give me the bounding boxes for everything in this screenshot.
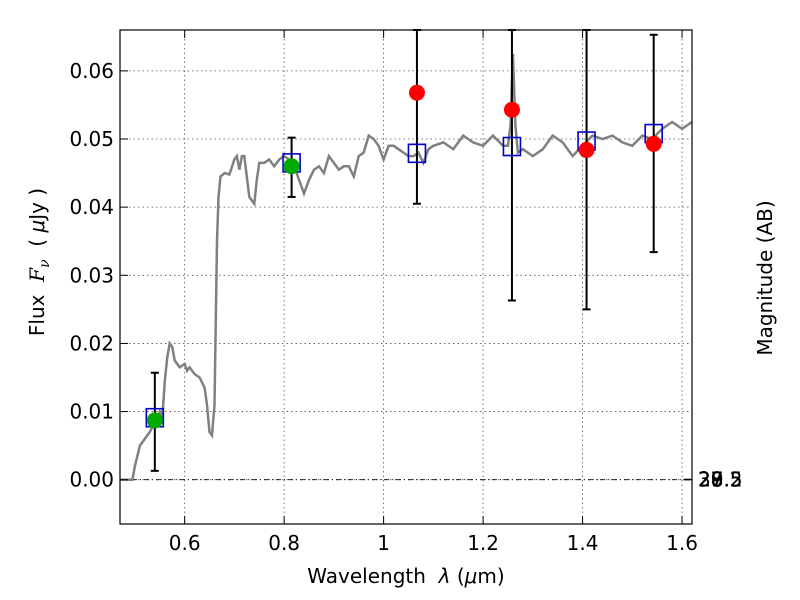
model-flux-box bbox=[407, 143, 427, 164]
nondetection-point bbox=[578, 141, 595, 158]
y2-tick-label: 29 bbox=[698, 468, 723, 492]
y-tick-label: 0.01 bbox=[69, 400, 114, 424]
y-tick-label: 0.04 bbox=[69, 195, 114, 219]
y-tick-label: 0.00 bbox=[69, 468, 114, 492]
y-tick-label: 0.02 bbox=[69, 331, 114, 355]
x-tick-label: 1.4 bbox=[567, 531, 599, 555]
y-axis-label: Flux Fν ( μJy ) bbox=[25, 188, 53, 336]
y2-tick-label: 28.5 bbox=[698, 468, 743, 492]
x-axis-label: Wavelength λ (μm) bbox=[307, 564, 504, 588]
errorbar-layer bbox=[150, 29, 658, 472]
detection-point bbox=[146, 412, 163, 429]
y2-tick-label: 27.5 bbox=[698, 467, 743, 491]
nondetection-point bbox=[408, 84, 425, 101]
y-tick-label: 0.05 bbox=[69, 127, 114, 151]
model-flux-box bbox=[502, 136, 522, 157]
y2-tick-label: 27.2 bbox=[698, 467, 743, 491]
y2-tick-label: 27 bbox=[698, 467, 723, 491]
nondetection-point bbox=[645, 135, 662, 152]
grid-layer bbox=[120, 30, 692, 524]
plot-frame bbox=[119, 29, 693, 525]
detection-point bbox=[283, 158, 300, 175]
y2-tick-label: 28 bbox=[698, 468, 723, 492]
x-axis-ticks: 0.6 0.8 1 1.2 1.4 1.6 bbox=[169, 30, 698, 555]
y-tick-label: 0.03 bbox=[69, 263, 114, 287]
y2-axis-label: Magnitude (AB) bbox=[753, 200, 777, 355]
x-tick-label: 1.2 bbox=[467, 531, 499, 555]
x-tick-label: 1.6 bbox=[666, 531, 698, 555]
y-axis-ticks: 0.00 0.01 0.02 0.03 0.04 0.05 0.06 bbox=[69, 59, 128, 492]
sed-template-curve bbox=[120, 53, 693, 481]
nondetection-point bbox=[503, 101, 520, 118]
x-tick-label: 0.8 bbox=[268, 531, 300, 555]
point-layer bbox=[146, 84, 662, 429]
x-tick-label: 1 bbox=[377, 531, 390, 555]
y-tick-label: 0.06 bbox=[69, 59, 114, 83]
y2-tick-label: 30 bbox=[698, 468, 723, 492]
x-tick-label: 0.6 bbox=[169, 531, 201, 555]
